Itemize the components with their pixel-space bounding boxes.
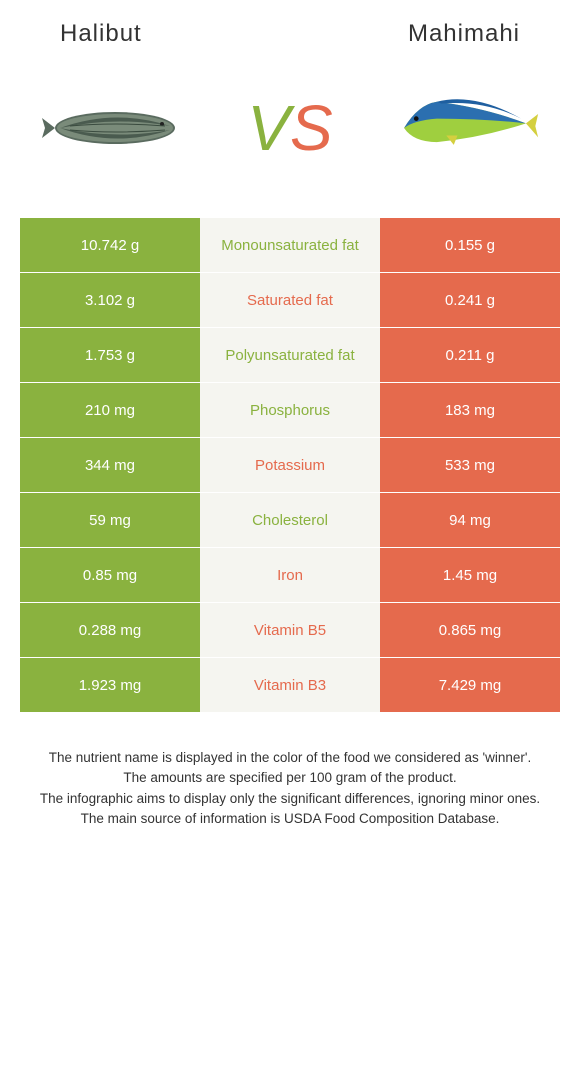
left-value: 59 mg — [20, 493, 200, 548]
right-value: 0.865 mg — [380, 603, 560, 658]
left-value: 210 mg — [20, 383, 200, 438]
footer-line-4: The main source of information is USDA F… — [20, 809, 560, 829]
right-value: 0.211 g — [380, 328, 560, 383]
table-row: 0.288 mgVitamin B50.865 mg — [20, 603, 560, 658]
vs-label: VS — [247, 91, 332, 165]
nutrient-label: Iron — [200, 548, 380, 603]
header-row: Halibut Mahimahi — [0, 0, 580, 58]
table-row: 0.85 mgIron1.45 mg — [20, 548, 560, 603]
left-value: 0.85 mg — [20, 548, 200, 603]
footer-notes: The nutrient name is displayed in the co… — [0, 713, 580, 829]
right-value: 7.429 mg — [380, 658, 560, 713]
footer-line-3: The infographic aims to display only the… — [20, 789, 560, 809]
halibut-image — [40, 78, 190, 178]
nutrient-label: Saturated fat — [200, 273, 380, 328]
mahimahi-image — [390, 78, 540, 178]
nutrient-label: Vitamin B3 — [200, 658, 380, 713]
left-value: 1.923 mg — [20, 658, 200, 713]
right-value: 94 mg — [380, 493, 560, 548]
table-row: 1.923 mgVitamin B37.429 mg — [20, 658, 560, 713]
table-row: 344 mgPotassium533 mg — [20, 438, 560, 493]
right-value: 0.155 g — [380, 218, 560, 273]
footer-line-1: The nutrient name is displayed in the co… — [20, 748, 560, 768]
left-value: 10.742 g — [20, 218, 200, 273]
nutrient-label: Polyunsaturated fat — [200, 328, 380, 383]
left-value: 344 mg — [20, 438, 200, 493]
nutrient-label: Phosphorus — [200, 383, 380, 438]
right-value: 1.45 mg — [380, 548, 560, 603]
right-food-title: Mahimahi — [408, 20, 520, 48]
table-row: 210 mgPhosphorus183 mg — [20, 383, 560, 438]
comparison-table: 10.742 gMonounsaturated fat0.155 g3.102 … — [20, 218, 560, 713]
table-row: 59 mgCholesterol94 mg — [20, 493, 560, 548]
table-row: 3.102 gSaturated fat0.241 g — [20, 273, 560, 328]
table-row: 1.753 gPolyunsaturated fat0.211 g — [20, 328, 560, 383]
vs-v: V — [247, 91, 290, 165]
nutrient-label: Monounsaturated fat — [200, 218, 380, 273]
right-value: 533 mg — [380, 438, 560, 493]
nutrient-label: Vitamin B5 — [200, 603, 380, 658]
vs-row: VS — [0, 58, 580, 208]
nutrient-label: Potassium — [200, 438, 380, 493]
right-value: 183 mg — [380, 383, 560, 438]
left-food-title: Halibut — [60, 20, 142, 48]
right-value: 0.241 g — [380, 273, 560, 328]
nutrient-label: Cholesterol — [200, 493, 380, 548]
vs-s: S — [290, 91, 333, 165]
footer-line-2: The amounts are specified per 100 gram o… — [20, 768, 560, 788]
left-value: 0.288 mg — [20, 603, 200, 658]
table-row: 10.742 gMonounsaturated fat0.155 g — [20, 218, 560, 273]
left-value: 1.753 g — [20, 328, 200, 383]
left-value: 3.102 g — [20, 273, 200, 328]
